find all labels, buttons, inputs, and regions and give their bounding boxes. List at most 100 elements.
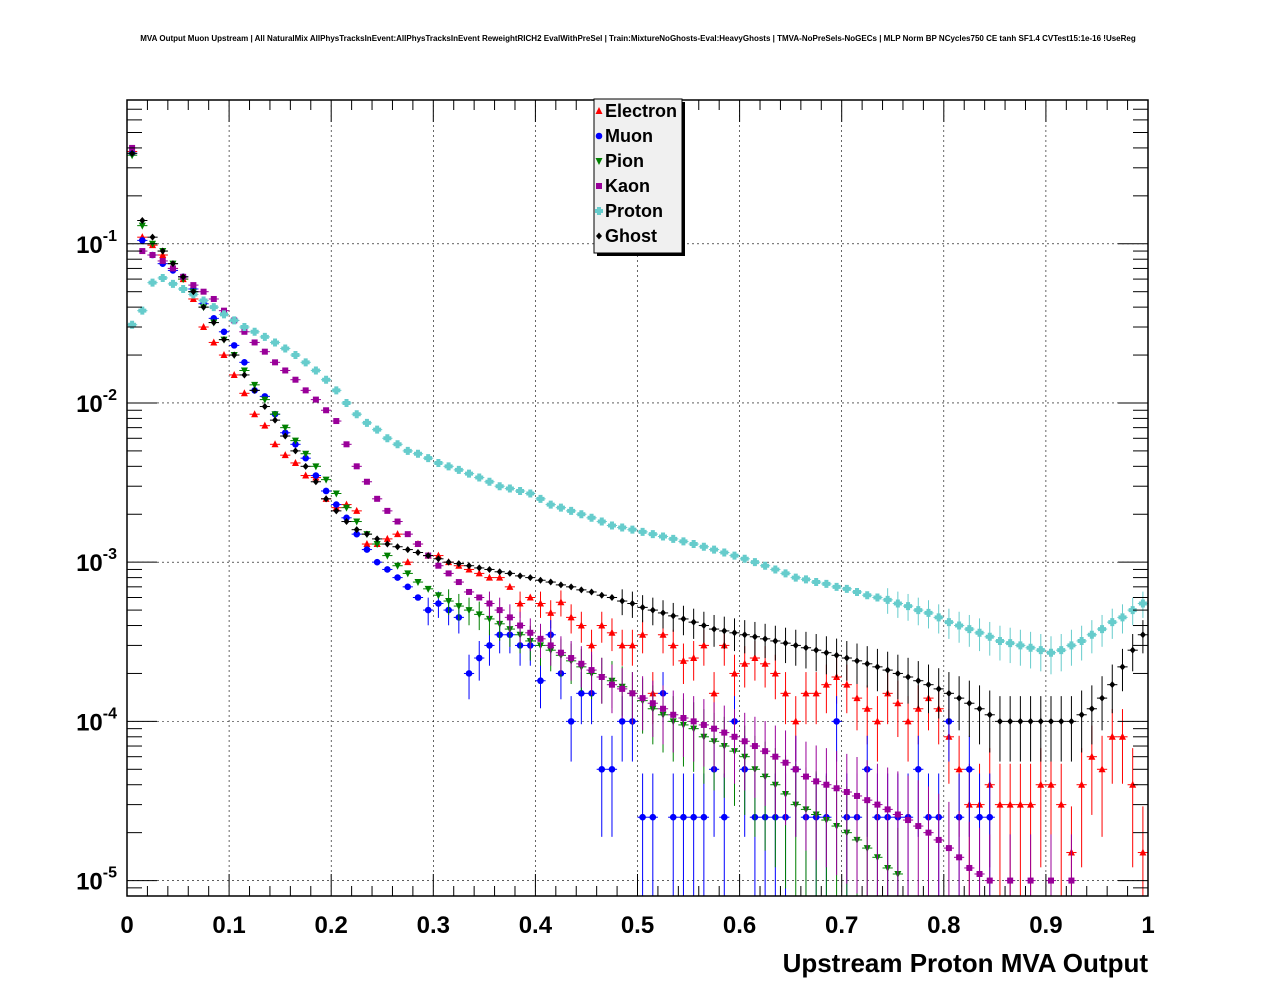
data-point bbox=[404, 546, 411, 554]
data-point bbox=[720, 548, 729, 557]
data-point bbox=[434, 592, 442, 600]
data-point bbox=[966, 864, 973, 871]
data-point bbox=[230, 316, 239, 325]
data-point bbox=[598, 673, 605, 680]
legend-label: Muon bbox=[605, 126, 653, 146]
data-point bbox=[721, 627, 728, 635]
data-point bbox=[649, 606, 656, 614]
data-point bbox=[311, 366, 320, 375]
data-point bbox=[240, 389, 248, 397]
data-point bbox=[1068, 717, 1075, 725]
data-point bbox=[455, 579, 462, 586]
data-point bbox=[353, 463, 360, 470]
data-point bbox=[618, 641, 626, 649]
data-point bbox=[771, 669, 779, 677]
data-point bbox=[1108, 732, 1116, 740]
data-point bbox=[812, 578, 821, 587]
data-point bbox=[424, 606, 432, 614]
data-point bbox=[556, 503, 565, 512]
data-point bbox=[894, 669, 901, 677]
legend-marker bbox=[595, 132, 603, 140]
data-point bbox=[353, 518, 361, 526]
data-point bbox=[333, 501, 340, 508]
data-point bbox=[934, 613, 943, 622]
data-point bbox=[567, 506, 576, 515]
data-point bbox=[260, 332, 269, 341]
data-point bbox=[475, 611, 483, 619]
data-point bbox=[199, 296, 208, 305]
data-point bbox=[332, 386, 341, 395]
data-point bbox=[1017, 717, 1024, 725]
data-point bbox=[394, 562, 402, 570]
x-tick-label: 0.7 bbox=[825, 912, 858, 939]
data-point bbox=[1048, 717, 1055, 725]
data-point bbox=[802, 689, 810, 697]
data-point bbox=[608, 681, 615, 688]
data-point bbox=[496, 573, 504, 581]
data-point bbox=[210, 338, 218, 346]
data-point bbox=[629, 600, 636, 608]
data-point bbox=[282, 432, 289, 440]
data-point bbox=[1007, 717, 1014, 725]
data-point bbox=[802, 773, 809, 780]
data-point bbox=[924, 608, 933, 617]
data-point bbox=[292, 376, 299, 383]
data-point bbox=[597, 517, 606, 526]
data-point bbox=[200, 288, 207, 295]
data-point bbox=[557, 649, 564, 656]
data-point bbox=[404, 583, 412, 591]
data-point bbox=[956, 854, 963, 861]
series-pion bbox=[127, 152, 903, 896]
data-point bbox=[394, 574, 401, 581]
data-point bbox=[383, 552, 391, 560]
data-point bbox=[169, 265, 176, 272]
data-point bbox=[220, 351, 228, 359]
data-point bbox=[843, 789, 850, 796]
data-point bbox=[353, 506, 361, 514]
data-point bbox=[740, 554, 749, 563]
data-point bbox=[465, 607, 473, 615]
data-point bbox=[495, 482, 504, 491]
data-point bbox=[679, 537, 688, 546]
data-point bbox=[476, 564, 483, 572]
data-point bbox=[220, 328, 228, 336]
data-point bbox=[588, 641, 596, 649]
data-point bbox=[986, 711, 993, 719]
data-point bbox=[670, 612, 677, 620]
data-point bbox=[159, 257, 166, 264]
data-point bbox=[751, 654, 759, 662]
data-point bbox=[547, 642, 554, 649]
data-point bbox=[792, 717, 800, 725]
x-tick-label: 0.2 bbox=[315, 912, 348, 939]
data-point bbox=[526, 593, 534, 601]
data-point bbox=[1067, 641, 1076, 650]
data-point bbox=[210, 295, 217, 302]
data-point bbox=[833, 718, 840, 725]
data-point bbox=[608, 765, 616, 773]
data-point bbox=[822, 579, 831, 588]
data-point bbox=[383, 534, 391, 542]
data-point bbox=[618, 523, 627, 532]
data-point bbox=[619, 597, 626, 605]
data-point bbox=[301, 358, 310, 367]
data-point bbox=[976, 813, 983, 821]
data-point bbox=[485, 615, 493, 623]
data-point bbox=[700, 641, 708, 649]
data-point bbox=[925, 829, 932, 836]
data-point bbox=[323, 407, 330, 414]
data-point bbox=[607, 521, 616, 530]
data-point bbox=[241, 371, 248, 379]
data-point bbox=[209, 303, 218, 312]
data-point bbox=[496, 607, 503, 614]
legend-marker bbox=[596, 232, 602, 240]
data-point bbox=[731, 629, 738, 637]
x-tick-label: 0.9 bbox=[1029, 912, 1062, 939]
data-point bbox=[598, 591, 605, 599]
data-point bbox=[322, 487, 330, 495]
data-point bbox=[823, 649, 830, 657]
legend-label: Proton bbox=[605, 201, 663, 221]
data-point bbox=[190, 288, 197, 296]
legend-marker bbox=[595, 107, 603, 114]
data-point bbox=[537, 677, 544, 685]
data-point bbox=[282, 367, 289, 374]
